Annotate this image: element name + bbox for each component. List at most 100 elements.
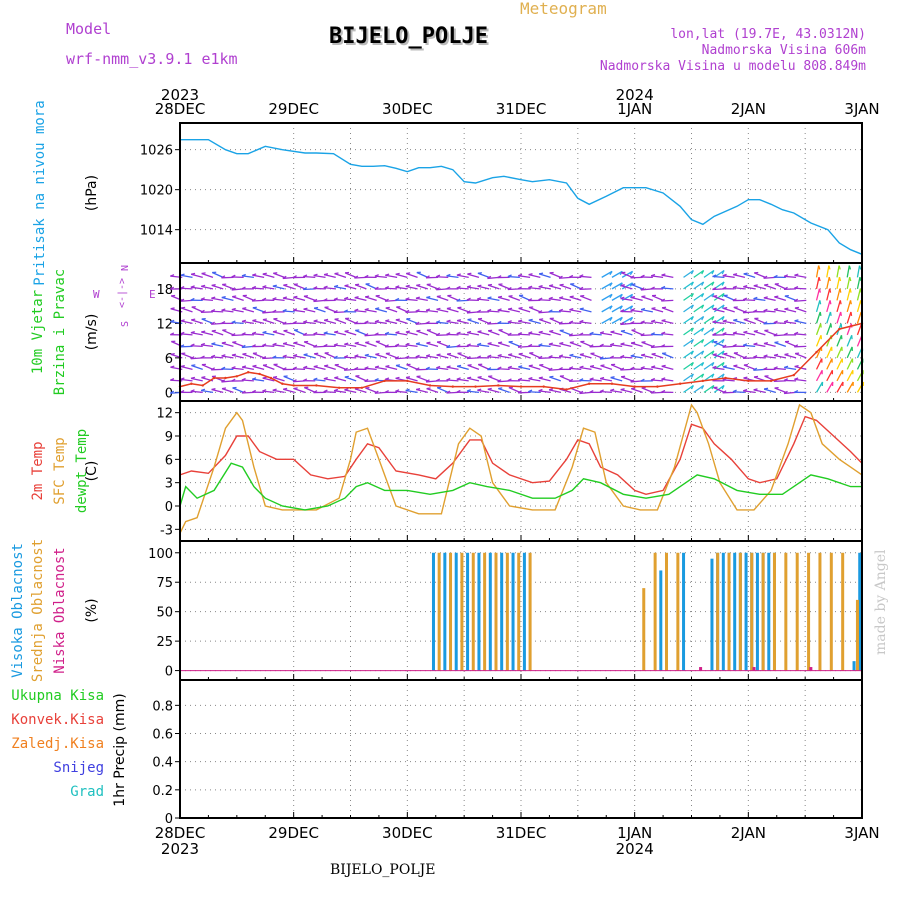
wind-barb-head xyxy=(436,365,441,369)
wind-barb xyxy=(273,318,285,324)
wind-barb-head xyxy=(763,275,768,279)
series-line-sfc-temp xyxy=(179,403,863,534)
wind-barb-head xyxy=(292,275,297,279)
wind-barb-head xyxy=(446,390,451,394)
wind-barb-head xyxy=(784,307,789,310)
wind-barb-head xyxy=(794,273,799,276)
wind-speed-point xyxy=(769,379,773,383)
wind-barb-head xyxy=(783,286,788,290)
panel-wind: 0 6 12 18 (m/s) 10m Vjetar Brzina i Pravac W E <-… xyxy=(30,262,865,402)
wind-barb xyxy=(211,322,224,325)
cloud-bar xyxy=(466,552,470,671)
wind-barb-head xyxy=(344,296,349,300)
wind-barb xyxy=(201,285,214,290)
wind-barb-head xyxy=(181,306,186,309)
wind-barb-head xyxy=(416,284,421,287)
wind-barb-head xyxy=(252,377,257,380)
wind-barb xyxy=(640,308,653,313)
wind-barb xyxy=(191,306,203,313)
wind-barb xyxy=(693,373,704,382)
wind-barb-head xyxy=(425,275,430,279)
wind-barb-head xyxy=(701,316,705,321)
wind-barb xyxy=(395,273,408,279)
wind-barb xyxy=(661,332,674,336)
wind-barb xyxy=(293,368,306,371)
wind-barb-head xyxy=(354,275,359,279)
wind-barb-head xyxy=(753,284,758,287)
wind-barb-head xyxy=(221,341,226,344)
compass-arrow: <-|-> xyxy=(117,278,128,308)
wind-barb-head xyxy=(743,285,748,288)
wind-barb xyxy=(538,344,551,348)
wind-barb-head xyxy=(568,333,574,337)
cloud-bar xyxy=(682,552,686,671)
wind-barb xyxy=(385,287,398,290)
y-tick-label: 75 xyxy=(156,576,173,591)
wind-barb xyxy=(241,345,254,349)
wind-barb xyxy=(282,310,295,313)
wind-barb-head xyxy=(711,270,715,275)
wind-barb xyxy=(712,354,725,359)
y-axis-label: (C) xyxy=(84,461,100,482)
wind-barb xyxy=(354,388,367,393)
wind-barb-head xyxy=(262,355,267,360)
wind-barb xyxy=(559,355,572,359)
wind-barb-head xyxy=(661,344,666,348)
y-axis-label: (hPa) xyxy=(84,175,100,211)
wind-barb-head xyxy=(190,376,196,380)
wind-barb xyxy=(601,293,613,301)
wind-barb-head xyxy=(241,332,246,336)
wind-barb-head xyxy=(538,272,544,275)
wind-barb xyxy=(221,309,234,313)
y-tick-label: 3 xyxy=(165,477,173,492)
wind-barb xyxy=(743,311,756,314)
wind-barb-head xyxy=(723,307,728,310)
wind-barb-head xyxy=(334,272,339,275)
wind-barb-head xyxy=(784,365,789,369)
wind-barb xyxy=(764,329,776,336)
wind-barb xyxy=(743,286,756,290)
wind-barb xyxy=(426,296,439,302)
wind-barb-head xyxy=(640,332,645,337)
wind-barb-head xyxy=(242,352,247,355)
wind-barb xyxy=(324,365,336,370)
wind-barb-head xyxy=(743,318,748,321)
wind-barb-head xyxy=(712,286,717,291)
wind-barb xyxy=(815,277,820,290)
wind-barb-head xyxy=(354,308,359,312)
wind-barb xyxy=(364,322,377,325)
wind-barb-head xyxy=(850,311,853,317)
wind-barb xyxy=(436,308,449,313)
wind-barb xyxy=(683,373,694,382)
wind-barb xyxy=(548,343,561,348)
wind-barb xyxy=(487,388,500,394)
wind-barb-head xyxy=(456,377,461,380)
wind-barb xyxy=(252,352,265,359)
wind-barb xyxy=(651,345,664,349)
wind-barb-head xyxy=(568,320,574,324)
wind-barb xyxy=(601,282,613,290)
wind-barb xyxy=(466,286,480,290)
wind-barb xyxy=(641,341,654,347)
wind-barb-head xyxy=(690,304,694,309)
wind-barb xyxy=(354,297,367,302)
wind-barb xyxy=(601,316,613,324)
wind-barb xyxy=(784,391,797,395)
wind-barb xyxy=(856,311,862,324)
wind-barb-head xyxy=(721,293,725,298)
wind-barb-head xyxy=(385,364,390,368)
wind-barb-head xyxy=(701,385,705,390)
wind-barb-head xyxy=(794,331,799,335)
wind-barb xyxy=(333,298,346,302)
wind-barb xyxy=(405,344,418,348)
wind-barb xyxy=(703,281,715,290)
wind-barb xyxy=(426,309,439,313)
wind-barb xyxy=(252,287,265,290)
wind-barb xyxy=(651,295,664,301)
wind-barb-head xyxy=(364,308,369,311)
wind-barb-head xyxy=(201,284,206,288)
wind-barb xyxy=(313,320,326,325)
wind-barb xyxy=(446,275,459,279)
wind-barb-head xyxy=(384,344,389,348)
